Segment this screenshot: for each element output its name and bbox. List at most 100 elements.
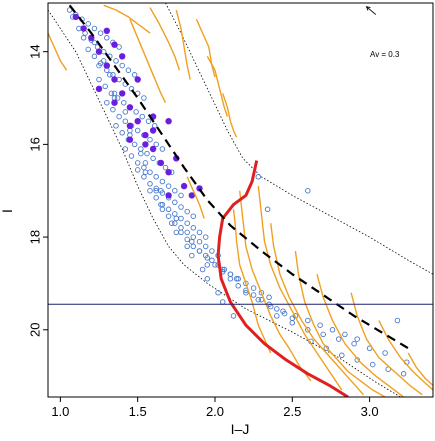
track-line xyxy=(103,4,151,34)
open-data-point xyxy=(96,76,102,83)
scatter-points xyxy=(66,7,410,377)
open-data-point xyxy=(111,90,118,97)
open-data-point xyxy=(91,53,98,60)
open-data-point xyxy=(190,225,197,231)
open-data-point xyxy=(209,257,215,264)
open-data-point xyxy=(153,174,159,180)
open-data-point xyxy=(354,336,360,342)
filled-data-point xyxy=(95,48,103,55)
open-data-point xyxy=(317,322,323,328)
envelope-right-line xyxy=(165,3,433,275)
track-line xyxy=(407,352,433,386)
open-data-point xyxy=(264,206,271,213)
extinction-label: Av = 0.3 xyxy=(370,50,400,59)
filled-data-point xyxy=(134,76,141,83)
open-data-point xyxy=(147,181,153,187)
open-data-point xyxy=(172,211,178,217)
filled-data-point xyxy=(142,131,149,139)
open-data-point xyxy=(258,289,265,296)
track-line xyxy=(294,250,386,397)
open-data-point xyxy=(196,229,203,236)
track-line xyxy=(316,274,405,397)
open-data-point xyxy=(335,336,342,342)
open-data-point xyxy=(199,266,206,273)
open-data-point xyxy=(196,238,203,245)
extinction-arrow-shaft xyxy=(366,6,377,15)
open-data-point xyxy=(173,215,180,222)
filled-data-point xyxy=(142,141,149,148)
open-data-point xyxy=(158,187,164,194)
track-line xyxy=(149,7,181,71)
dashed-fit-line xyxy=(68,4,409,350)
filled-data-point xyxy=(180,182,188,190)
filled-data-point xyxy=(149,145,157,153)
x-tick-label: 1.5 xyxy=(129,404,147,419)
track-line xyxy=(175,9,191,80)
open-data-point xyxy=(342,331,348,338)
open-data-point xyxy=(80,35,87,41)
open-data-point xyxy=(134,127,141,134)
overlay-lines xyxy=(48,4,433,350)
open-data-point xyxy=(110,106,116,113)
open-data-point xyxy=(351,340,357,347)
filled-data-point xyxy=(111,76,118,83)
annotations: Av = 0.3 xyxy=(365,6,400,59)
y-tick-label: 18 xyxy=(27,230,42,244)
open-data-point xyxy=(178,225,184,231)
open-data-point xyxy=(114,95,121,101)
open-data-point xyxy=(190,213,197,219)
envelope-curves xyxy=(48,3,433,397)
open-data-point xyxy=(184,229,190,236)
open-data-point xyxy=(305,187,311,194)
open-data-point xyxy=(122,118,129,124)
open-data-point xyxy=(204,262,211,268)
open-data-point xyxy=(165,213,172,219)
open-data-point xyxy=(178,215,184,222)
open-data-point xyxy=(189,252,195,259)
open-data-point xyxy=(102,83,108,90)
open-data-point xyxy=(320,331,326,338)
open-data-point xyxy=(162,164,169,171)
filled-data-point xyxy=(111,41,118,48)
open-data-point xyxy=(305,327,311,333)
track-line xyxy=(270,223,364,396)
open-data-point xyxy=(255,174,262,180)
open-data-point xyxy=(394,317,401,324)
filled-data-point xyxy=(95,85,103,93)
y-tick-label: 14 xyxy=(27,44,42,58)
open-data-point xyxy=(190,234,197,240)
filled-data-point xyxy=(134,118,141,125)
open-data-point xyxy=(147,136,153,143)
open-data-point xyxy=(116,44,122,50)
open-data-point xyxy=(209,248,215,254)
open-data-point xyxy=(121,99,127,106)
track-line xyxy=(186,176,205,219)
open-data-point xyxy=(85,46,91,53)
open-data-point xyxy=(184,243,190,250)
open-data-point xyxy=(150,155,156,162)
plot-frame xyxy=(47,2,434,398)
open-data-point xyxy=(190,243,197,250)
filled-data-point xyxy=(188,192,195,199)
open-data-point xyxy=(107,72,113,78)
open-data-point xyxy=(133,109,139,115)
open-data-point xyxy=(178,229,184,236)
open-data-point xyxy=(113,123,119,129)
track-line xyxy=(232,209,272,354)
open-data-point xyxy=(100,58,107,64)
open-data-point xyxy=(128,153,135,159)
track-line xyxy=(257,186,343,391)
open-data-point xyxy=(159,146,166,152)
open-data-point xyxy=(131,141,138,148)
open-data-point xyxy=(138,150,144,157)
track-line xyxy=(222,93,238,138)
open-data-point xyxy=(178,204,184,210)
open-data-point xyxy=(96,62,102,69)
filled-data-point xyxy=(119,90,126,97)
evolutionary-tracks xyxy=(48,4,433,397)
y-axis-title: I xyxy=(0,209,15,213)
open-data-point xyxy=(196,248,203,254)
filled-data-point xyxy=(165,118,172,125)
open-data-point xyxy=(172,187,178,194)
filled-data-point xyxy=(165,169,172,176)
